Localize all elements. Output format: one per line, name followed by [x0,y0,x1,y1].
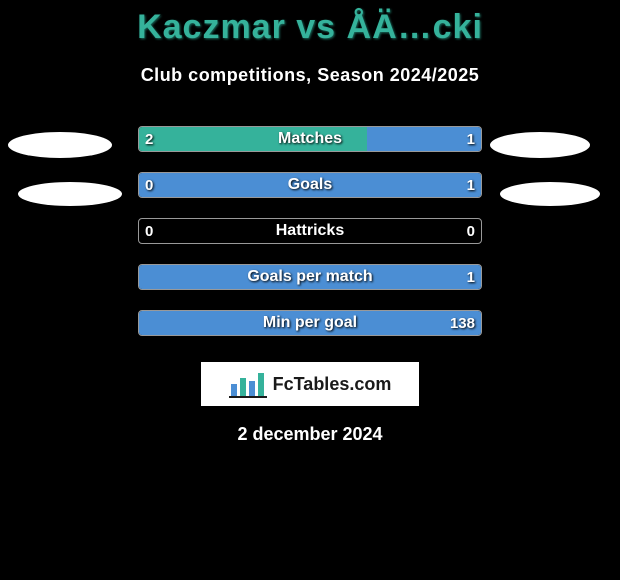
stat-row: Goals per match1 [0,254,620,300]
stat-value-right: 1 [467,173,475,197]
stat-value-right: 1 [467,265,475,289]
stat-bar-track: Matches2 1 [138,126,482,152]
stat-label: Hattricks [139,219,481,243]
fctables-logo: FcTables.com [201,362,419,406]
snapshot-date: 2 december 2024 [0,424,620,445]
stat-bar-track: Min per goal138 [138,310,482,336]
stat-value-right: 0 [467,219,475,243]
comparison-title: Kaczmar vs ÅÄ…cki [0,0,620,47]
player-photo-placeholder [18,182,122,206]
comparison-bars: Matches21Goals01Hattricks00Goals per mat… [0,116,620,346]
player-photo-placeholder [500,182,600,206]
stat-row: Min per goal138 [0,300,620,346]
stat-label: Min per goal [139,311,481,335]
stat-label: Matches [139,127,481,151]
stat-value-left: 2 [145,127,153,151]
stat-value-right: 138 [450,311,475,335]
stat-value-right: 1 [467,127,475,151]
stat-label: Goals per match [139,265,481,289]
stat-bar-track: Hattricks0 0 [138,218,482,244]
stat-row: Hattricks0 0 [0,208,620,254]
logo-bars-icon [229,370,267,398]
stat-value-left: 0 [145,173,153,197]
stat-bar-track: Goals per match1 [138,264,482,290]
comparison-subtitle: Club competitions, Season 2024/2025 [0,65,620,86]
logo-text: FcTables.com [273,374,392,395]
player-photo-placeholder [490,132,590,158]
player-photo-placeholder [8,132,112,158]
stat-bar-track: Goals0 1 [138,172,482,198]
stat-value-left: 0 [145,219,153,243]
stat-label: Goals [139,173,481,197]
